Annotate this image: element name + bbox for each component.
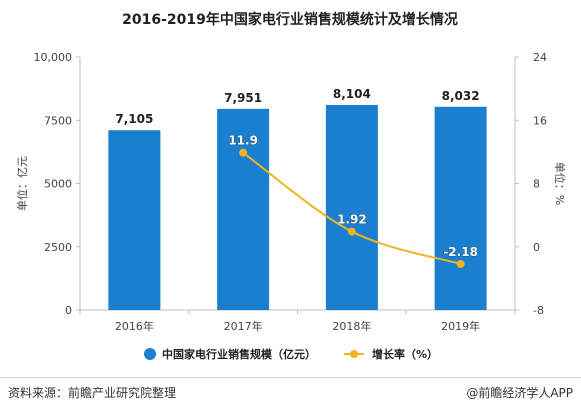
bar [325, 104, 378, 310]
footer-divider [0, 377, 581, 378]
y2-tick-label: 8 [533, 178, 540, 191]
bar [217, 108, 270, 311]
y-tick-label: 7500 [44, 114, 72, 127]
bar [434, 106, 487, 310]
chart-title: 2016-2019年中国家电行业销售规模统计及增长情况 [122, 11, 458, 28]
y-tick-label: 0 [65, 304, 72, 317]
y2-tick-label: 16 [533, 114, 547, 127]
y-tick-label: 10,000 [34, 51, 73, 64]
legend-line-marker [350, 350, 358, 358]
growth-rate-label: 1.92 [337, 213, 367, 227]
growth-rate-point [239, 148, 248, 157]
credit-note: @前瞻经济学人APP [466, 386, 573, 400]
y-tick-label: 2500 [44, 241, 72, 254]
legend-bar-swatch [144, 348, 156, 360]
y-tick-label: 5000 [44, 178, 72, 191]
x-tick-label: 2019年 [441, 319, 480, 333]
legend-line-label: 增长率（%） [372, 347, 438, 361]
y-axis-label: 单位：亿元 [15, 156, 29, 211]
x-tick-label: 2016年 [115, 319, 154, 333]
growth-rate-point [456, 259, 465, 268]
y2-tick-label: -8 [533, 304, 544, 317]
bar [108, 130, 161, 310]
x-tick-label: 2017年 [224, 319, 263, 333]
y2-tick-label: 24 [533, 51, 547, 64]
legend-bar-label: 中国家电行业销售规模（亿元） [162, 347, 316, 361]
bar-value-label: 7,951 [224, 91, 262, 105]
bar-value-label: 8,104 [333, 87, 371, 101]
growth-rate-point [347, 227, 356, 236]
source-note: 资料来源：前瞻产业研究院整理 [8, 386, 177, 400]
bar-value-label: 7,105 [115, 112, 153, 126]
x-tick-label: 2018年 [332, 319, 371, 333]
chart-canvas: 2016-2019年中国家电行业销售规模统计及增长情况 0 2500 5000 7500… [15, 11, 567, 361]
y2-tick-label: 0 [533, 241, 540, 254]
growth-rate-label: 11.9 [228, 134, 258, 148]
bar-value-label: 8,032 [442, 89, 480, 103]
y2-axis-label: 单位：% [553, 162, 567, 205]
growth-rate-label: -2.18 [443, 245, 478, 259]
